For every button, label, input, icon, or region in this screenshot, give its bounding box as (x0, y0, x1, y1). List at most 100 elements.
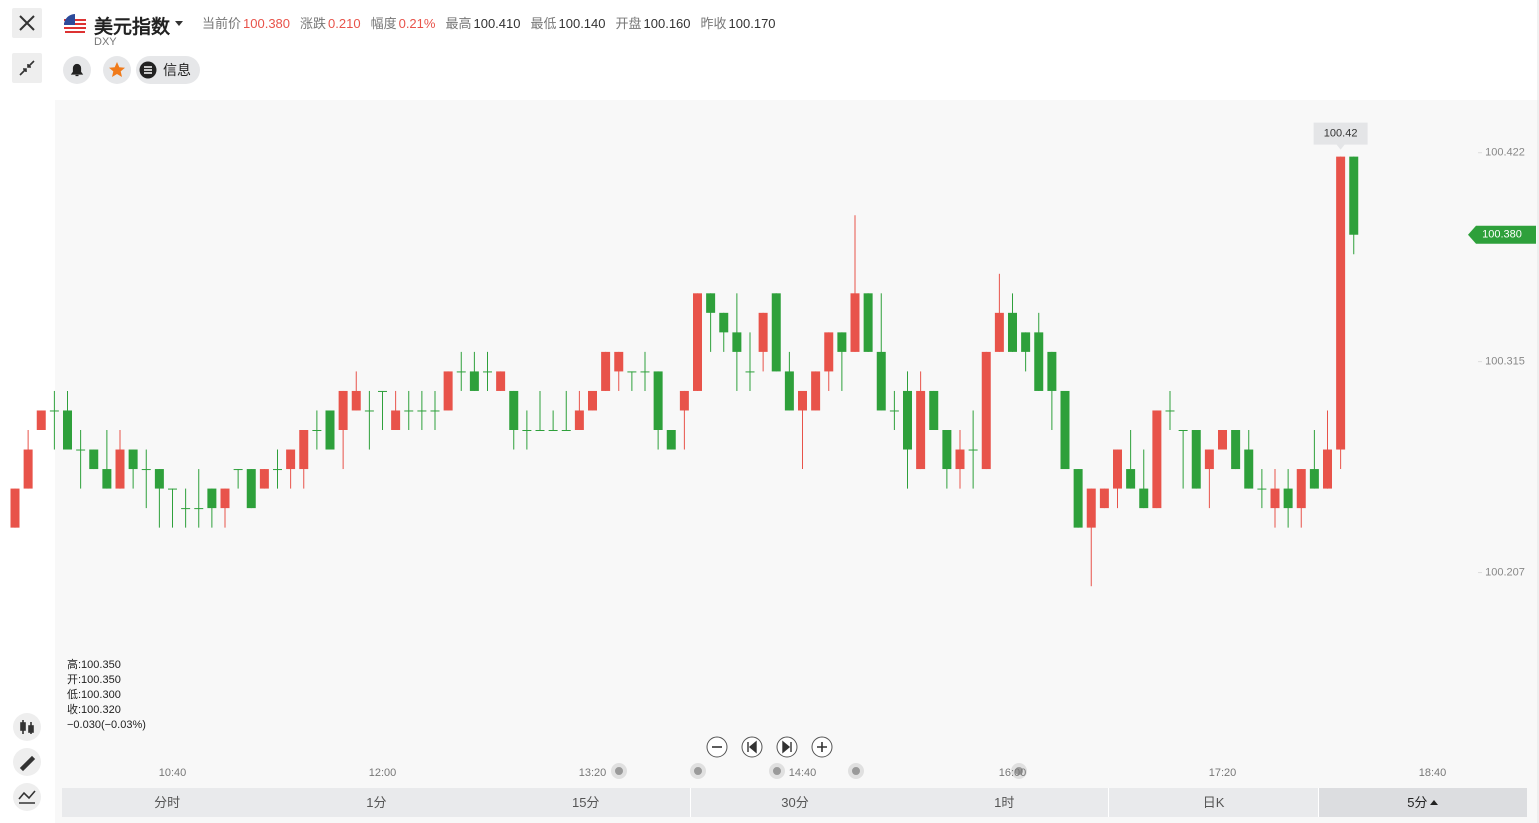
stat-value: 0.210 (328, 16, 361, 31)
dropdown-caret[interactable] (175, 21, 183, 26)
candle-body (863, 293, 873, 352)
candle-body (63, 410, 72, 450)
candle-body (903, 390, 912, 450)
candle-body (443, 371, 453, 411)
drawing-tools[interactable] (13, 713, 41, 811)
stat-value: 0.21% (398, 16, 436, 31)
candle-body (207, 488, 217, 509)
candle-body (181, 508, 191, 510)
info-button[interactable]: 信息 (136, 56, 200, 84)
header-background (0, 0, 1539, 100)
candle-body (1309, 469, 1319, 489)
stat: 涨跌 0.210 (300, 13, 361, 32)
info-line: 开:100.350 (67, 674, 121, 686)
info-line: 高:100.350 (67, 659, 121, 671)
stat: 昨收 100.170 (701, 13, 776, 32)
candle-body (1060, 390, 1070, 470)
candle-body (1034, 332, 1044, 391)
price-tag-label: 100.380 (1482, 229, 1522, 241)
candle-body (614, 351, 624, 372)
candle-body (1191, 430, 1201, 489)
candle-body (548, 430, 558, 431)
info-line: 收:100.320 (67, 704, 121, 716)
candle-body (259, 469, 269, 489)
candle-body (679, 390, 689, 411)
candle-body (588, 390, 597, 411)
candle-body (141, 469, 151, 471)
instrument-title[interactable]: 美元指数 (94, 17, 171, 38)
x-tick-label: 12:00 (369, 767, 397, 779)
stat-value: 100.170 (728, 16, 776, 31)
candle-body (364, 410, 374, 412)
crosshair-info: 高:100.350 开:100.350 低:100.300 收:100.320 −0.0… (67, 658, 146, 733)
candle-body (1231, 430, 1241, 470)
stat-value: 100.380 (243, 16, 291, 31)
candle-body (850, 293, 860, 352)
period-tab[interactable]: 5分 (1317, 788, 1527, 817)
period-tab[interactable]: 1时 (899, 788, 1109, 817)
candle-body (1152, 410, 1162, 509)
period-tabs: 分时 1分 15分 30分 1时 日K 5分 (62, 788, 1527, 817)
x-tick-label: 17:20 (1209, 767, 1237, 779)
event-markers[interactable] (611, 763, 1027, 779)
plot: 100.422 100.315 100.207 10:40 12:00 13:20 14:4… (10, 122, 1536, 779)
period-tab[interactable]: 15分 (480, 788, 690, 817)
candle-body (942, 430, 952, 470)
candle-body (1336, 156, 1346, 450)
stat-label: 当前价 (202, 16, 242, 31)
candle-body (522, 430, 532, 431)
y-tick-label: 100.207 (1485, 566, 1525, 578)
candle-body (811, 371, 821, 411)
candle-body (627, 371, 637, 373)
candle-body (1296, 469, 1306, 509)
close-button[interactable] (12, 8, 42, 38)
candle-body (561, 430, 571, 431)
stat-label: 最低 (530, 16, 557, 31)
x-tick-label: 13:20 (579, 767, 607, 779)
candle-body (404, 410, 414, 412)
candle-body (456, 371, 466, 373)
zoom-controls[interactable] (706, 736, 833, 758)
candle-body (535, 430, 545, 431)
collapse-button[interactable] (12, 53, 42, 83)
candle-body (1349, 156, 1359, 235)
stat-label: 涨跌 (300, 16, 327, 31)
candle-body (1323, 449, 1332, 489)
alert-button[interactable] (63, 56, 91, 84)
candle-body (745, 371, 755, 373)
stat: 开盘 100.160 (616, 13, 691, 32)
candle-body (1086, 488, 1096, 528)
candle-body (719, 312, 729, 333)
info-line: −0.030(−0.03%) (67, 719, 146, 731)
candle-body (115, 449, 125, 489)
candle-body (574, 410, 584, 430)
info-line: 低:100.300 (67, 689, 121, 701)
candle-body (1204, 449, 1214, 470)
stat-value: 100.410 (473, 16, 521, 31)
candle-body (273, 469, 282, 471)
candle-body (338, 390, 348, 430)
stat-label: 幅度 (370, 16, 397, 31)
price-tag (1468, 225, 1536, 244)
candle-body (798, 390, 807, 411)
info-label[interactable]: 信息 (163, 62, 191, 78)
y-tick-label: 100.422 (1485, 147, 1525, 159)
period-tab[interactable]: 分时 (62, 788, 272, 817)
candle-body (1008, 312, 1017, 352)
candle-body (312, 430, 322, 431)
candle-body (10, 488, 20, 528)
flag-icon (64, 14, 86, 36)
candle-body (89, 449, 99, 470)
x-tick-label: 10:40 (159, 767, 187, 779)
candle-body (286, 449, 296, 470)
candle-body (837, 332, 847, 352)
period-tab[interactable]: 日K (1108, 788, 1318, 817)
high-tooltip (1313, 122, 1368, 150)
period-tab[interactable]: 1分 (271, 788, 481, 817)
candle-body (168, 488, 177, 490)
stat-value: 100.140 (558, 16, 606, 31)
period-tab[interactable]: 30分 (689, 788, 900, 817)
candle-body (601, 351, 611, 391)
candle-body (128, 449, 138, 470)
favorite-button[interactable] (103, 56, 131, 84)
